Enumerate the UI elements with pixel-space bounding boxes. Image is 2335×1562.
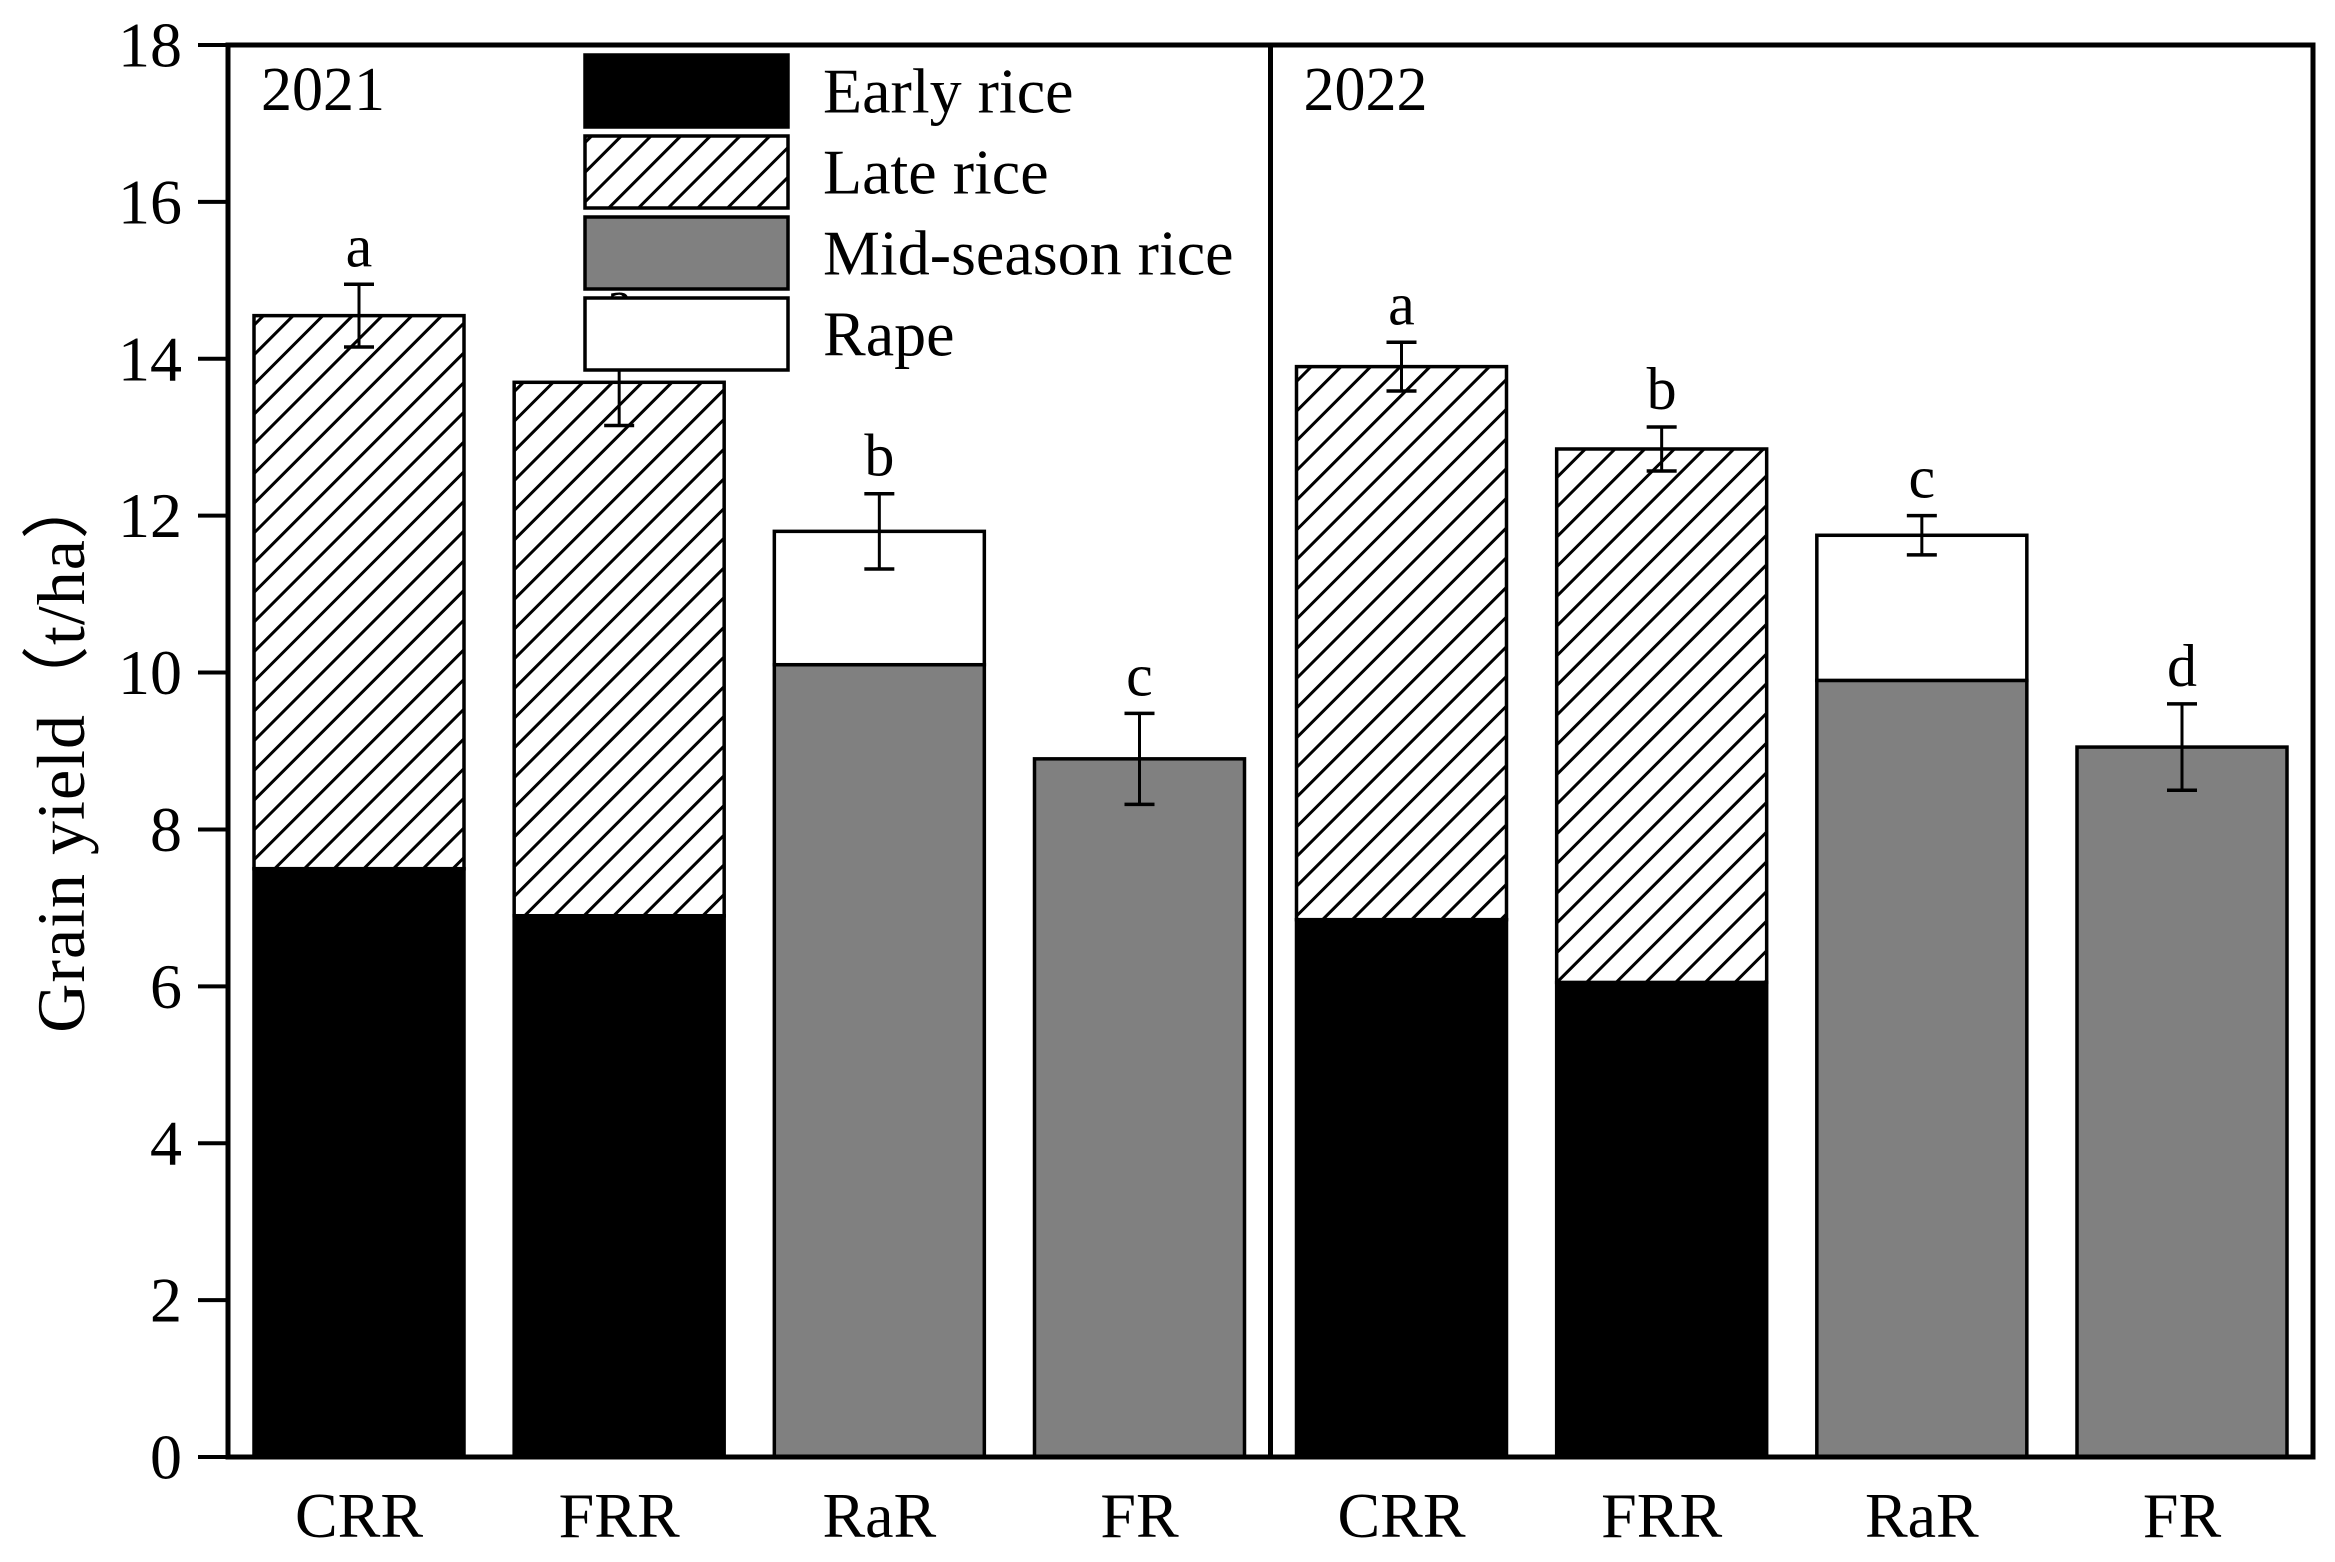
legend-swatch-mid-season-rice [583, 215, 790, 291]
y-axis-title: Grain yield（t/ha） [22, 469, 99, 1033]
significance-letter: c [1126, 642, 1153, 708]
bar-segment-2021-CRR-late-rice [252, 313, 466, 871]
x-tick-label-RaR: RaR [822, 1480, 936, 1551]
y-tick-label: 2 [150, 1265, 182, 1336]
significance-letter: b [1647, 356, 1677, 422]
bar-segment-2021-FR-mid-season-rice [1032, 757, 1247, 1459]
bar-segment-2021-FRR-late-rice [512, 380, 726, 918]
y-tick-label: 6 [150, 951, 182, 1022]
legend-label: Mid-season rice [823, 218, 1234, 289]
bar-segment-2022-CRR-late-rice [1294, 364, 1509, 922]
y-axis-title-wrap: Grain yield（t/ha） [10, 45, 110, 1457]
x-tick-label-RaR: RaR [1865, 1480, 1979, 1551]
x-tick-label-CRR: CRR [295, 1480, 423, 1551]
panel-year-label: 2021 [261, 56, 385, 124]
bar-segment-2021-CRR-early-rice [252, 866, 466, 1459]
y-axis-ticks: 0 2 4 6 8 10 12 14 16 18 [118, 10, 228, 1493]
x-tick-label-FR: FR [1100, 1480, 1179, 1551]
x-tick-label-FRR: FRR [1601, 1480, 1722, 1551]
x-tick-label-FR: FR [2143, 1480, 2222, 1551]
bar-segment-2021-RaR-mid-season-rice [772, 662, 987, 1459]
x-axis-labels: CRR FRR RaR FR CRR FRR RaR FR [295, 1480, 2221, 1551]
y-tick-label: 14 [118, 323, 182, 394]
x-tick-label-CRR: CRR [1337, 1480, 1465, 1551]
legend-swatch-rape [583, 296, 790, 372]
y-tick-label: 16 [118, 166, 182, 237]
y-tick-label: 4 [150, 1108, 182, 1179]
y-tick-label: 10 [118, 637, 182, 708]
significance-letter: d [2167, 633, 2197, 699]
y-tick-label: 0 [150, 1422, 182, 1493]
legend-label: Early rice [823, 56, 1074, 127]
y-tick-label: 8 [150, 794, 182, 865]
bar-segment-2022-RaR-rape [1815, 533, 2029, 683]
bar-segment-2022-RaR-mid-season-rice [1815, 678, 2029, 1459]
significance-letter: a [346, 213, 373, 279]
bar-segment-2022-FR-mid-season-rice [2075, 745, 2289, 1459]
significance-letter: b [864, 423, 894, 489]
legend-label: Late rice [823, 137, 1049, 208]
error-bars [344, 282, 2197, 807]
panel-year-labels: 2021 2022 [261, 56, 1428, 124]
y-tick-label: 18 [118, 10, 182, 81]
bar-segment-2022-FRR-late-rice [1554, 447, 1769, 985]
y-tick-label: 12 [118, 480, 182, 551]
bar-segment-2022-CRR-early-rice [1294, 917, 1509, 1459]
x-tick-label-FRR: FRR [559, 1480, 680, 1551]
bar-segment-2022-FRR-early-rice [1554, 980, 1769, 1459]
panel-year-label: 2022 [1304, 56, 1428, 124]
legend-swatch-early-rice [583, 53, 790, 129]
bar-segment-2021-FRR-early-rice [512, 913, 726, 1459]
bars [252, 313, 2289, 1459]
legend: Early rice Late rice Mid-season rice Rape [583, 53, 1234, 372]
plot-frame [225, 42, 2316, 1460]
legend-swatch-late-rice [583, 134, 790, 210]
significance-letter: c [1909, 445, 1936, 511]
legend-label: Rape [823, 299, 955, 370]
significance-letter: a [1388, 271, 1415, 337]
